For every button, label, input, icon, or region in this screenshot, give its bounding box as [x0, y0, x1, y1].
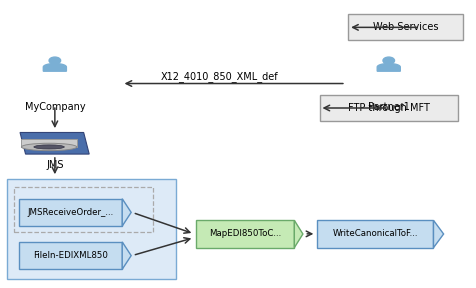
- Circle shape: [49, 57, 60, 64]
- FancyBboxPatch shape: [21, 139, 77, 147]
- FancyBboxPatch shape: [319, 95, 457, 121]
- Text: MapEDI850ToC...: MapEDI850ToC...: [208, 230, 280, 238]
- Text: FileIn-EDIXML850: FileIn-EDIXML850: [33, 251, 108, 260]
- Text: Partner1: Partner1: [367, 102, 409, 112]
- Text: JMSReceiveOrder_...: JMSReceiveOrder_...: [28, 208, 114, 217]
- Polygon shape: [294, 220, 302, 248]
- Polygon shape: [122, 199, 131, 226]
- FancyBboxPatch shape: [19, 242, 122, 269]
- Text: MyCompany: MyCompany: [24, 102, 85, 112]
- Polygon shape: [43, 64, 66, 71]
- Text: WriteCanonicalToF...: WriteCanonicalToF...: [332, 230, 417, 238]
- Text: Web Services: Web Services: [372, 22, 437, 32]
- Ellipse shape: [34, 145, 64, 149]
- Text: FTP through MFT: FTP through MFT: [347, 103, 429, 113]
- Ellipse shape: [21, 143, 77, 151]
- FancyBboxPatch shape: [19, 199, 122, 226]
- FancyBboxPatch shape: [317, 220, 433, 248]
- Polygon shape: [122, 242, 131, 269]
- Text: JMS: JMS: [46, 160, 63, 170]
- Polygon shape: [433, 220, 443, 248]
- Polygon shape: [20, 132, 89, 154]
- FancyBboxPatch shape: [195, 220, 294, 248]
- FancyBboxPatch shape: [7, 179, 176, 279]
- Circle shape: [382, 57, 394, 64]
- FancyBboxPatch shape: [347, 14, 462, 40]
- Polygon shape: [377, 64, 399, 71]
- Text: X12_4010_850_XML_def: X12_4010_850_XML_def: [160, 71, 278, 82]
